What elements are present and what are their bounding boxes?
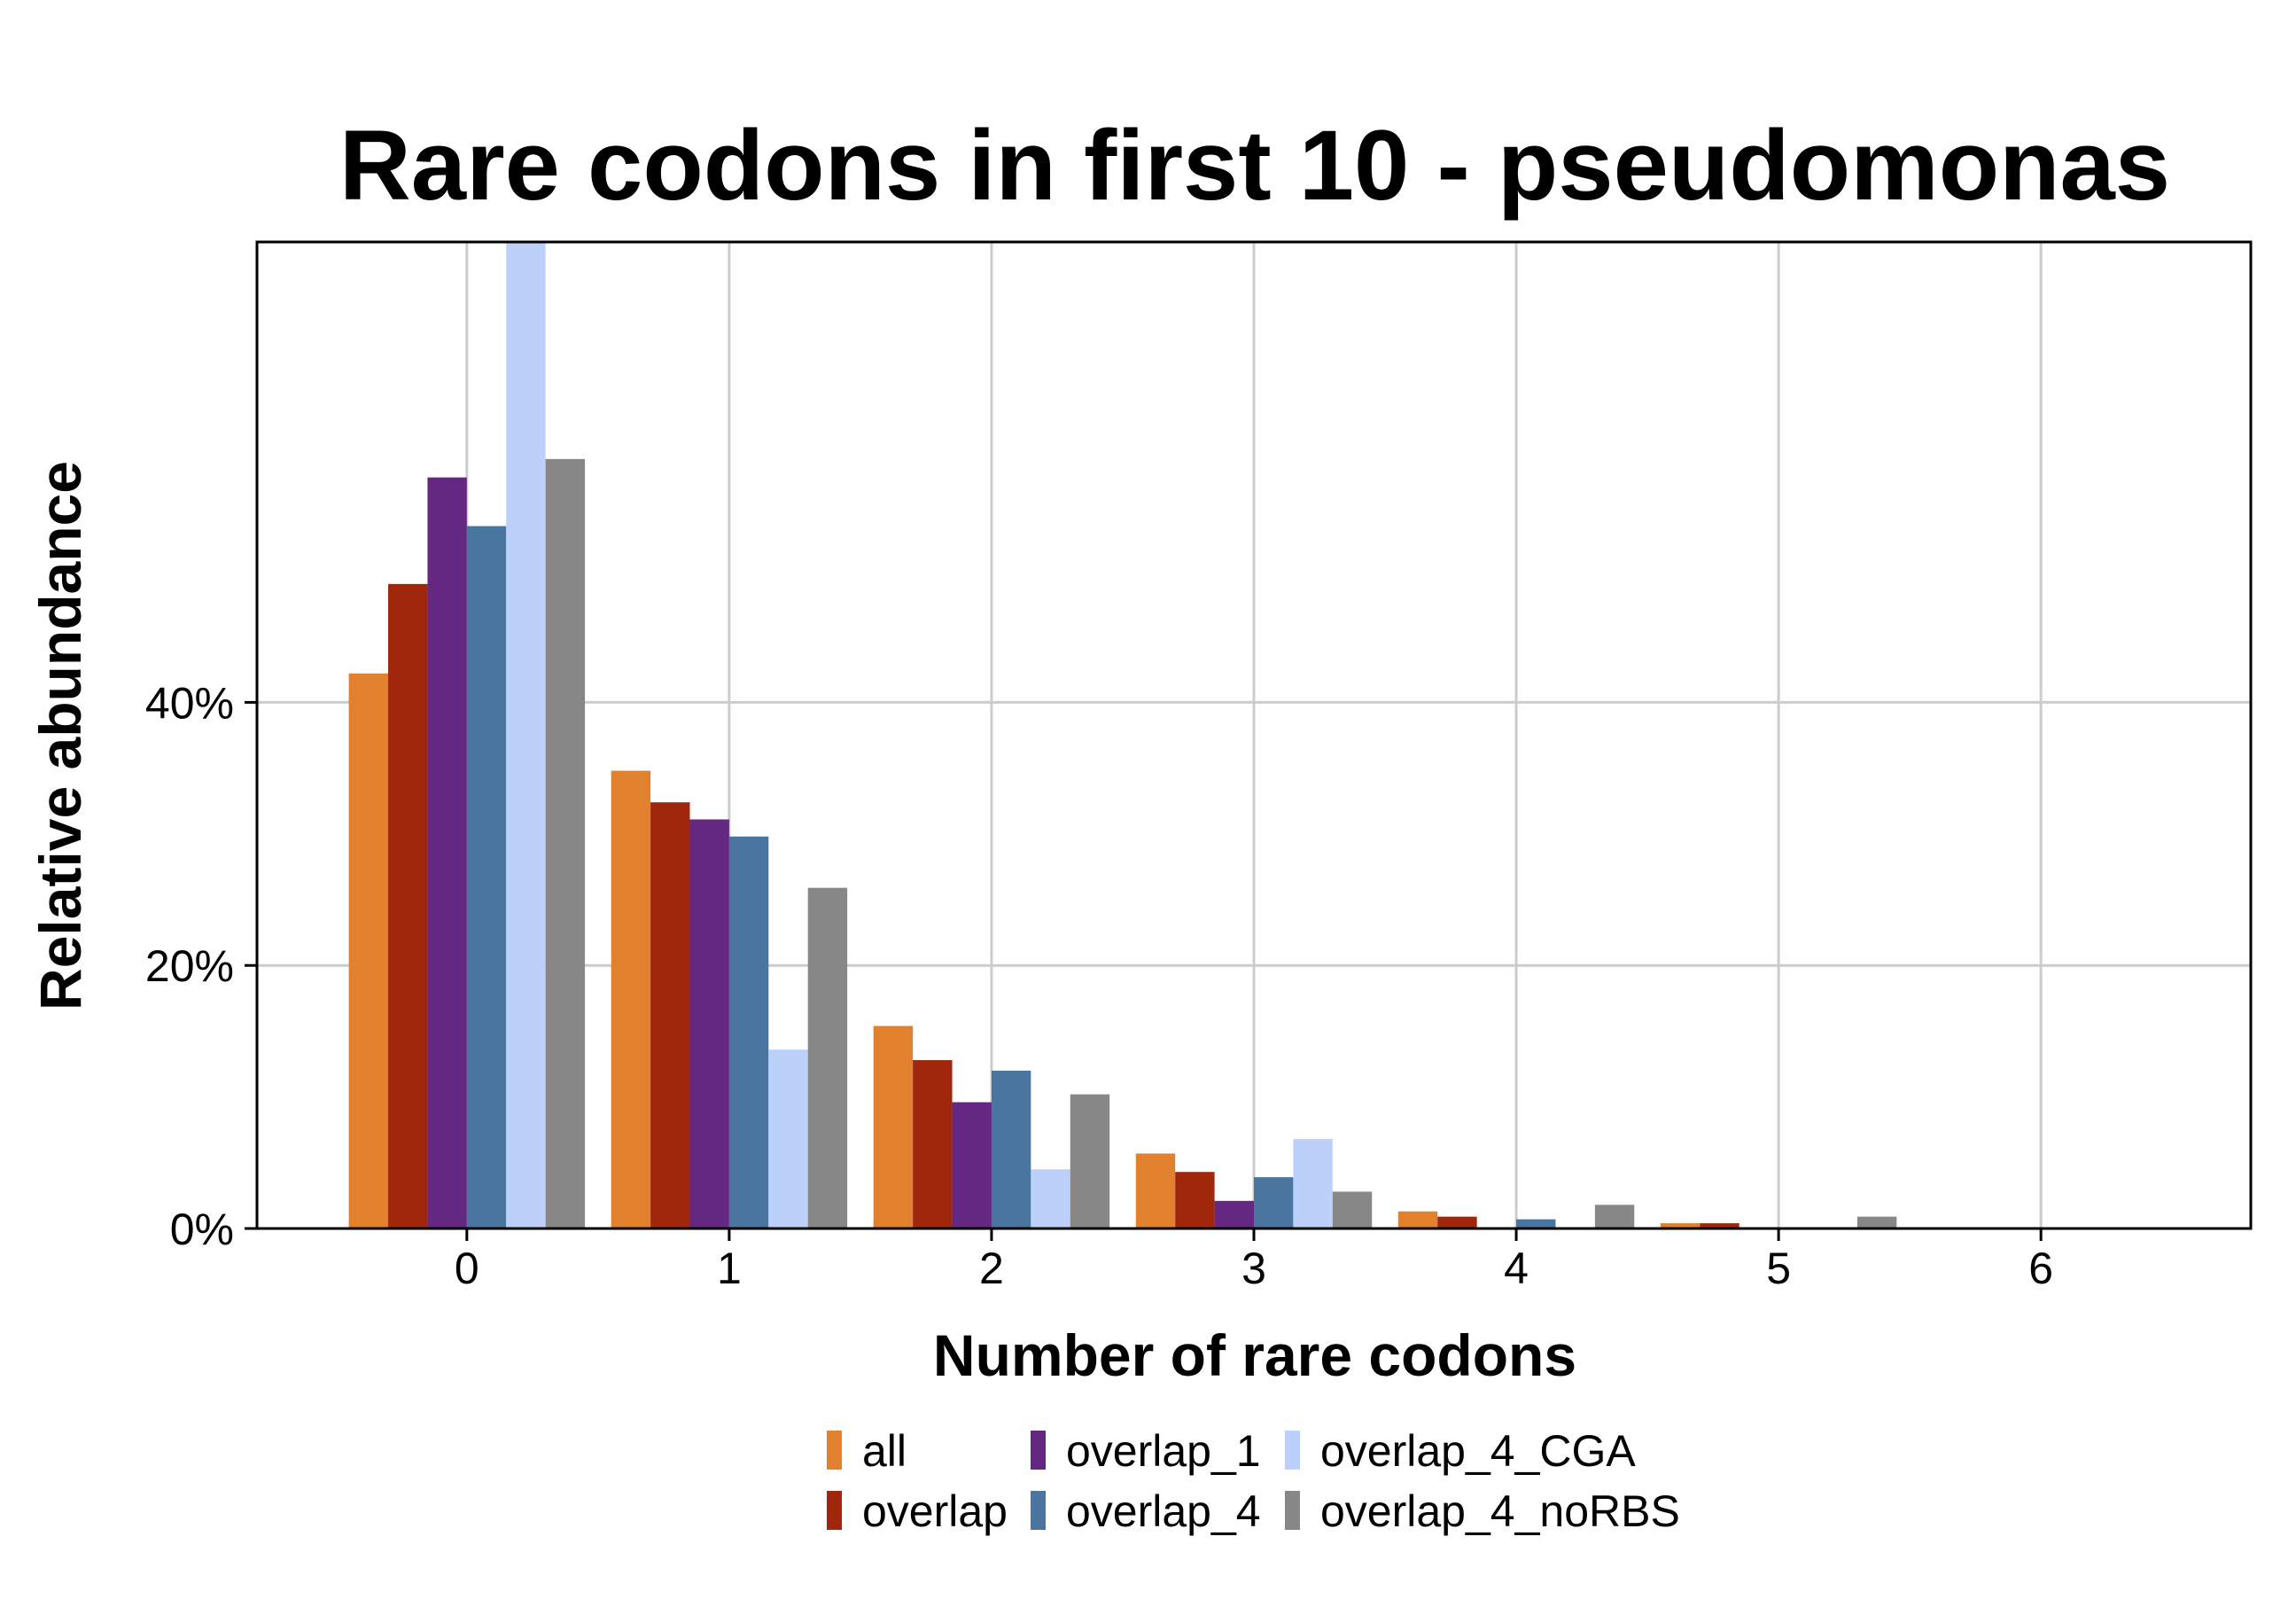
bar-overlap_4-4 — [1516, 1219, 1556, 1228]
bar-overlap-2 — [913, 1060, 953, 1228]
bar-overlap_4_noRBS-1 — [807, 887, 848, 1228]
axes: 0 1 2 3 4 5 6 0% 20% 40% — [145, 678, 2053, 1293]
bar-overlap_4_noRBS-0 — [545, 458, 586, 1228]
bar-overlap_1-3 — [1214, 1200, 1254, 1228]
bar-overlap_4_CGA-0 — [506, 242, 546, 1228]
legend-label: overlap_4 — [1066, 1486, 1261, 1536]
legend: all overlap overlap_1 overlap_4 overlap_4_CG… — [827, 1426, 1680, 1536]
bar-overlap_4_noRBS-3 — [1332, 1191, 1373, 1228]
x-tick-label: 2 — [979, 1244, 1004, 1293]
x-tick-label: 5 — [1766, 1244, 1791, 1293]
y-axis-title: Relative abundance — [27, 461, 93, 1010]
grid-lines — [257, 242, 2251, 1228]
bar-overlap-1 — [650, 802, 690, 1228]
x-tick-label: 1 — [717, 1244, 742, 1293]
legend-swatch — [1031, 1491, 1046, 1530]
bar-overlap-0 — [388, 583, 428, 1228]
legend-swatch — [827, 1431, 842, 1470]
legend-label: overlap_1 — [1066, 1426, 1261, 1476]
bar-overlap_1-2 — [952, 1102, 992, 1228]
legend-label: all — [862, 1426, 907, 1476]
bar-all-0 — [348, 673, 389, 1228]
bar-all-1 — [611, 770, 651, 1228]
legend-swatch — [1031, 1431, 1046, 1470]
bar-overlap_4-2 — [991, 1070, 1031, 1228]
bar-overlap_1-1 — [689, 819, 729, 1228]
bar-overlap_4_CGA-3 — [1293, 1139, 1333, 1228]
bar-overlap_4-0 — [466, 526, 507, 1228]
bar-overlap_4_CGA-1 — [768, 1049, 808, 1228]
bar-overlap-5 — [1700, 1223, 1740, 1228]
bar-overlap-4 — [1437, 1216, 1477, 1228]
bar-all-2 — [873, 1026, 914, 1228]
bar-overlap_4-3 — [1254, 1177, 1294, 1228]
legend-label: overlap_4_CGA — [1320, 1426, 1636, 1476]
bar-all-4 — [1397, 1211, 1438, 1228]
chart-title: Rare codons in first 10 - pseudomonas — [339, 110, 2170, 221]
bar-overlap_4_noRBS-4 — [1594, 1205, 1635, 1228]
y-tick-label: 0% — [170, 1205, 234, 1254]
legend-label: overlap_4_noRBS — [1320, 1486, 1680, 1536]
bar-overlap_1-0 — [427, 477, 467, 1228]
x-tick-label: 6 — [2028, 1244, 2053, 1293]
x-tick-label: 0 — [455, 1244, 479, 1293]
x-tick-label: 3 — [1241, 1244, 1266, 1293]
x-tick-label: 4 — [1504, 1244, 1529, 1293]
legend-swatch — [1285, 1431, 1300, 1470]
bars — [348, 242, 1897, 1228]
legend-swatch — [827, 1491, 842, 1530]
bar-overlap_4_noRBS-5 — [1856, 1216, 1897, 1228]
y-tick-label: 20% — [145, 941, 234, 991]
bar-overlap_4-1 — [728, 836, 769, 1228]
bar-overlap_4_CGA-2 — [1031, 1169, 1070, 1228]
bar-overlap_4_noRBS-2 — [1070, 1094, 1110, 1228]
legend-swatch — [1285, 1491, 1300, 1530]
y-tick-label: 40% — [145, 678, 234, 728]
bar-all-3 — [1135, 1153, 1176, 1228]
legend-label: overlap — [862, 1486, 1008, 1536]
bar-all-5 — [1660, 1223, 1701, 1228]
x-axis-title: Number of rare codons — [933, 1322, 1576, 1388]
bar-overlap-3 — [1175, 1172, 1215, 1228]
